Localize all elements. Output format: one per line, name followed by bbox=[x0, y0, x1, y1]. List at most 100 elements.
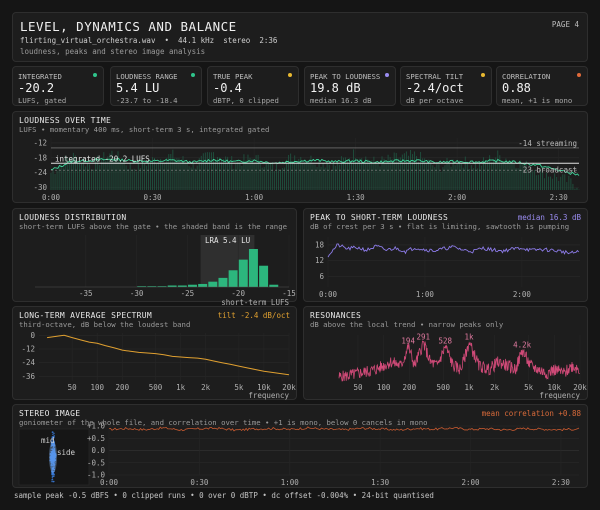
x-tick-label: 0:00 bbox=[100, 478, 119, 487]
stat-card-correlation: CORRELATION 0.88 mean, +1 is mono bbox=[496, 66, 588, 106]
goniometer-dot bbox=[53, 475, 55, 477]
x-tick-label: -35 bbox=[79, 289, 93, 298]
x-tick-label: 1:30 bbox=[347, 193, 366, 202]
goniometer-dot bbox=[52, 431, 54, 433]
goniometer-dot bbox=[53, 441, 55, 444]
resonance-peak-label: 1k bbox=[464, 333, 474, 342]
stat-value: 19.8 dB bbox=[310, 81, 361, 95]
y-tick-label: -1.0 bbox=[87, 471, 106, 480]
stat-value: 0.88 bbox=[502, 81, 531, 95]
resonance-line bbox=[338, 340, 580, 382]
distribution-subtitle: short-term LUFS above the gate • the sha… bbox=[19, 222, 287, 231]
x-tick-label: 2:00 bbox=[513, 290, 532, 299]
y-tick-label: -30 bbox=[33, 183, 47, 192]
resonances-chart: 50 100 200 500 1k 2k 5k 10k 20k 194 291 528 1k 4.2k fr… bbox=[338, 333, 587, 400]
goniometer-dot bbox=[53, 465, 55, 467]
goniometer-dot bbox=[53, 480, 55, 483]
stat-label: INTEGRATED bbox=[18, 72, 62, 81]
distribution-bar bbox=[269, 284, 279, 287]
goniometer-dot bbox=[51, 473, 53, 475]
stat-label: PEAK TO LOUDNESS bbox=[310, 72, 381, 81]
correlation-line bbox=[108, 426, 580, 432]
y-tick-label: -12 bbox=[21, 345, 35, 354]
x-tick-label: 10k bbox=[548, 383, 562, 392]
x-tick-label: 0:30 bbox=[144, 193, 163, 202]
x-tick-label: 100 bbox=[377, 383, 391, 392]
stat-sub: dBTP, 0 clipped bbox=[213, 96, 279, 105]
y-tick-label: 12 bbox=[315, 256, 324, 265]
goniometer-dot bbox=[52, 447, 54, 449]
x-tick-label: 200 bbox=[116, 383, 130, 392]
psr-title: PEAK TO SHORT-TERM LOUDNESS bbox=[310, 213, 449, 222]
goniometer-dot bbox=[49, 459, 52, 461]
stat-sub: median 16.3 dB bbox=[310, 96, 372, 105]
stat-sub: dB per octave bbox=[406, 96, 464, 105]
x-tick-label: 0:00 bbox=[319, 290, 338, 299]
goniometer-dot bbox=[51, 461, 53, 464]
x-tick-label: -15 bbox=[282, 289, 296, 298]
x-tick-label: 2:30 bbox=[552, 478, 571, 487]
x-tick-label: -20 bbox=[231, 289, 245, 298]
distribution-bar bbox=[137, 286, 147, 287]
distribution-bar bbox=[147, 286, 157, 287]
stat-card-loudness-range: LOUDNESS RANGE 5.4 LU -23.7 to -18.4 bbox=[110, 66, 202, 106]
status-dot bbox=[577, 73, 581, 77]
loudness-time-chart: -12 -18 -24 -300:00 0:30 1:00 1:30 2:00 2:30 inte… bbox=[33, 138, 580, 202]
goniometer-dot bbox=[53, 454, 56, 457]
x-tick-label: 5k bbox=[234, 383, 244, 392]
mid-label: mid bbox=[41, 436, 55, 445]
goniometer-dot bbox=[51, 478, 54, 481]
x-tick-label: 200 bbox=[403, 383, 417, 392]
x-tick-label: 5k bbox=[524, 383, 534, 392]
goniometer-dot bbox=[53, 458, 56, 461]
goniometer-dot bbox=[50, 453, 53, 456]
distribution-bar bbox=[198, 283, 208, 287]
goniometer-dot bbox=[53, 452, 55, 455]
resonance-peak-label: 528 bbox=[439, 337, 453, 346]
stat-value: -20.2 bbox=[18, 81, 55, 95]
stat-label: SPECTRAL TILT bbox=[406, 72, 464, 81]
page-number: PAGE 4 bbox=[551, 20, 579, 29]
distribution-bar bbox=[218, 277, 228, 287]
goniometer-dot bbox=[50, 466, 53, 468]
x-tick-label: 20k bbox=[282, 383, 296, 392]
stat-value: 5.4 LU bbox=[116, 81, 160, 95]
psr-median: median 16.3 dB bbox=[517, 213, 581, 222]
page-subtitle: loudness, peaks and stereo image analysi… bbox=[20, 47, 206, 56]
x-tick-label: 1:00 bbox=[245, 193, 264, 202]
distribution-bar bbox=[177, 285, 187, 287]
x-tick-label: 2:30 bbox=[550, 193, 569, 202]
stat-card-spectral-tilt: SPECTRAL TILT -2.4/oct dB per octave bbox=[400, 66, 492, 106]
x-tick-label: 50 bbox=[68, 383, 78, 392]
y-tick-label: -24 bbox=[21, 358, 35, 367]
stat-card-integrated: INTEGRATED -20.2 LUFS, gated bbox=[12, 66, 104, 106]
goniometer-dot bbox=[54, 462, 56, 464]
resonances-title: RESONANCES bbox=[310, 311, 362, 320]
goniometer-dot bbox=[50, 464, 52, 466]
file-info: flirting_virtual_orchestra.wav • 44.1 kH… bbox=[20, 36, 278, 45]
distribution-panel: LOUDNESS DISTRIBUTION short-term LUFS ab… bbox=[12, 208, 297, 307]
spectrum-chart: 0 -12 -24 -36 50 100 200 500 1k 2k 5k 10k 20kfrequen… bbox=[21, 331, 296, 400]
header-panel: LEVEL, DYNAMICS AND BALANCE PAGE 4 flirt… bbox=[12, 12, 588, 62]
broadcast-label: -23 broadcast bbox=[518, 166, 577, 175]
stat-sub: LUFS, gated bbox=[18, 96, 67, 105]
goniometer-dot bbox=[49, 456, 51, 459]
goniometer-dot bbox=[51, 467, 54, 470]
y-tick-label: +0.5 bbox=[87, 434, 105, 443]
x-tick-label: 1:00 bbox=[416, 290, 435, 299]
goniometer-dot bbox=[52, 433, 54, 436]
y-tick-label: -12 bbox=[33, 138, 47, 147]
x-tick-label: 2:00 bbox=[462, 478, 481, 487]
goniometer-dot bbox=[52, 435, 55, 438]
stat-label: TRUE PEAK bbox=[213, 72, 253, 81]
goniometer-dot bbox=[52, 450, 54, 452]
spectrum-subtitle: third-octave, dB below the loudest band bbox=[19, 320, 191, 329]
stat-sub: mean, +1 is mono bbox=[502, 96, 573, 105]
goniometer-dot bbox=[53, 444, 56, 446]
x-tick-label: 50 bbox=[353, 383, 363, 392]
goniometer-dot bbox=[53, 446, 55, 448]
goniometer-dot bbox=[53, 468, 55, 471]
x-tick-label: -25 bbox=[181, 289, 195, 298]
